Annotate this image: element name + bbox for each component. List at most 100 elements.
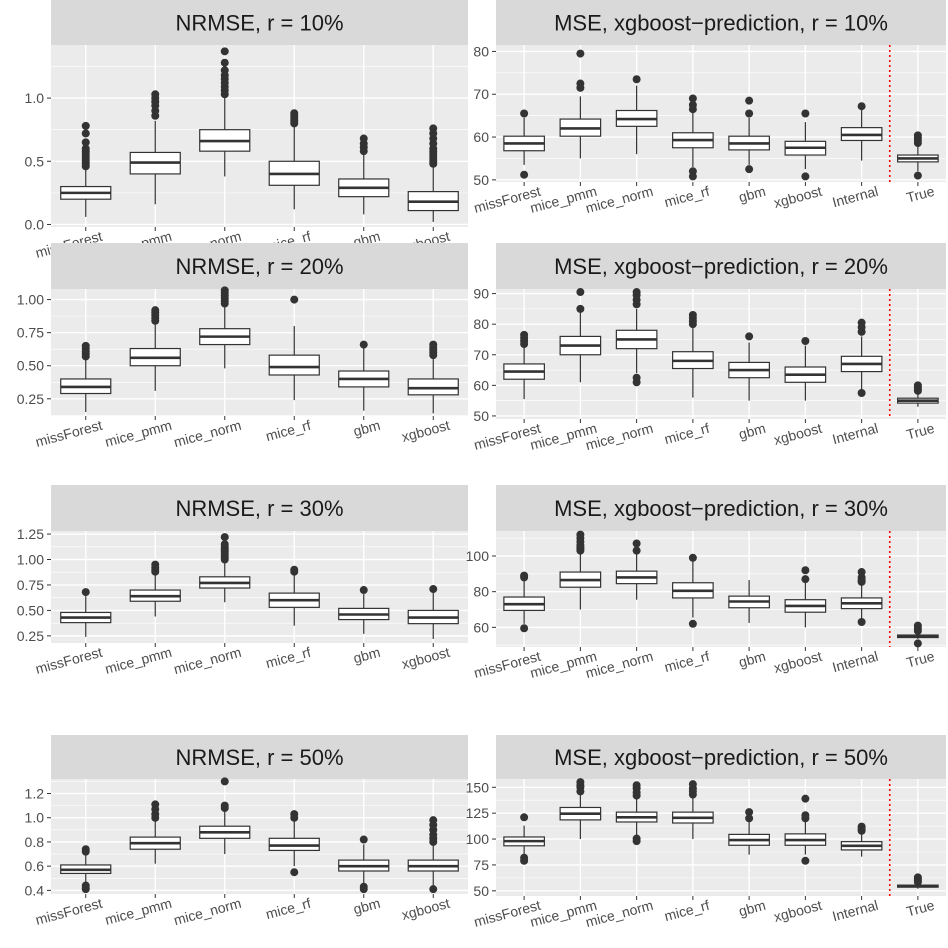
x-tick-label: xgboost — [772, 183, 824, 211]
x-tick-label: xgboost — [772, 648, 824, 676]
outlier-point — [81, 121, 90, 130]
box-mice_pmm — [559, 288, 602, 383]
outlier-point — [290, 565, 299, 574]
box-xgboost — [784, 109, 827, 181]
x-tick-label: mice_rf — [264, 895, 313, 922]
outlier-point — [520, 856, 529, 865]
box-missForest — [503, 571, 545, 633]
outlier-point — [632, 378, 641, 387]
outlier-point — [632, 288, 641, 297]
outlier-point — [81, 129, 90, 138]
box-mice_pmm — [129, 800, 181, 864]
box-Internal — [840, 318, 883, 397]
y-tick-label: 0.25 — [17, 391, 44, 407]
outlier-point — [688, 619, 697, 628]
outlier-point — [81, 845, 90, 854]
box-xgboost — [784, 794, 827, 865]
box-Internal — [840, 568, 883, 627]
x-tick-label: xgboost — [400, 644, 452, 672]
plot-panel — [496, 779, 946, 896]
x-tick-label: Internal — [831, 420, 880, 448]
outlier-point — [220, 540, 229, 549]
facet-strip — [51, 735, 468, 779]
outlier-point — [520, 571, 529, 580]
x-tick-label: gbm — [737, 420, 767, 443]
facet-panel: NRMSE, r = 20% 0.25 0.50 0.75 1.00 missForest… — [17, 243, 468, 450]
box-gbm — [338, 586, 390, 634]
box-missForest — [60, 845, 112, 894]
y-tick-label: 0.50 — [17, 602, 44, 618]
outlier-point — [745, 808, 754, 817]
x-tick-label: xgboost — [400, 417, 452, 445]
plot-panel — [51, 45, 468, 227]
box-mice_norm — [615, 539, 658, 600]
outlier-point — [359, 134, 368, 143]
facet-title: NRMSE, r = 50% — [175, 745, 343, 770]
y-tick-label: 80 — [473, 316, 489, 332]
box-mice_pmm — [559, 778, 602, 840]
facet-title: NRMSE, r = 20% — [175, 254, 343, 279]
facet-panel: MSE, xgboost−prediction, r = 20% 50 60 70 80… — [472, 243, 946, 453]
x-tick-label: True — [905, 648, 937, 671]
outlier-point — [801, 794, 810, 803]
outlier-point — [857, 822, 866, 831]
facet-strip — [51, 0, 468, 45]
x-tick-label: mice_rf — [663, 648, 712, 675]
outlier-point — [857, 568, 866, 577]
outlier-point — [913, 873, 922, 882]
outlier-point — [81, 885, 90, 894]
box-mice_pmm — [559, 530, 602, 610]
x-tick-label: mice_pmm — [103, 644, 173, 677]
facet-title: MSE, xgboost−prediction, r = 30% — [554, 496, 888, 521]
x-tick-label: True — [905, 183, 937, 206]
y-tick-label: 60 — [473, 377, 489, 393]
y-tick-label: 70 — [473, 347, 489, 363]
outlier-point — [81, 341, 90, 350]
y-tick-label: 50 — [473, 408, 489, 424]
box-mice_rf — [268, 810, 320, 877]
x-tick-label: gbm — [351, 417, 381, 440]
facet-strip — [496, 735, 946, 779]
x-tick-label: Internal — [831, 183, 880, 211]
box-mice_pmm — [129, 306, 181, 391]
box-xgboost — [407, 816, 459, 894]
x-tick-label: Internal — [831, 648, 880, 676]
outlier-point — [913, 639, 922, 648]
box-gbm — [728, 332, 770, 401]
box-mice_norm — [615, 781, 658, 846]
y-tick-label: 0.50 — [17, 358, 44, 374]
y-tick-label: 1.2 — [25, 786, 45, 802]
outlier-point — [688, 553, 697, 562]
outlier-point — [290, 295, 299, 304]
x-tick-label: xgboost — [772, 897, 824, 925]
y-tick-label: 80 — [473, 584, 489, 600]
outlier-point — [429, 124, 438, 133]
outlier-point — [745, 814, 754, 823]
outlier-point — [801, 856, 810, 865]
box-mice_rf — [268, 109, 320, 210]
box-mice_rf — [672, 94, 714, 181]
outlier-point — [688, 100, 697, 109]
y-tick-label: 75 — [473, 857, 489, 873]
y-tick-label: 1.00 — [17, 292, 44, 308]
y-tick-label: 50 — [473, 172, 489, 188]
box-missForest — [503, 109, 545, 179]
y-tick-label: 80 — [473, 43, 489, 59]
outlier-point — [220, 58, 229, 67]
outlier-point — [688, 94, 697, 103]
facet-panel: NRMSE, r = 10%0.00.51.0missForestmice_pm… — [25, 0, 468, 261]
x-tick-label: mice_rf — [264, 644, 313, 671]
y-tick-label: 1.0 — [25, 810, 45, 826]
box-xgboost — [784, 337, 827, 401]
box-mice_norm — [615, 75, 658, 155]
facet-strip — [51, 243, 468, 289]
outlier-point — [632, 781, 641, 790]
y-tick-label: 0.4 — [25, 882, 45, 898]
x-tick-label: mice_rf — [663, 897, 712, 924]
y-tick-label: 50 — [473, 883, 489, 899]
facet-title: MSE, xgboost−prediction, r = 20% — [554, 254, 888, 279]
facet-title: MSE, xgboost−prediction, r = 50% — [554, 745, 888, 770]
outlier-point — [520, 813, 529, 822]
